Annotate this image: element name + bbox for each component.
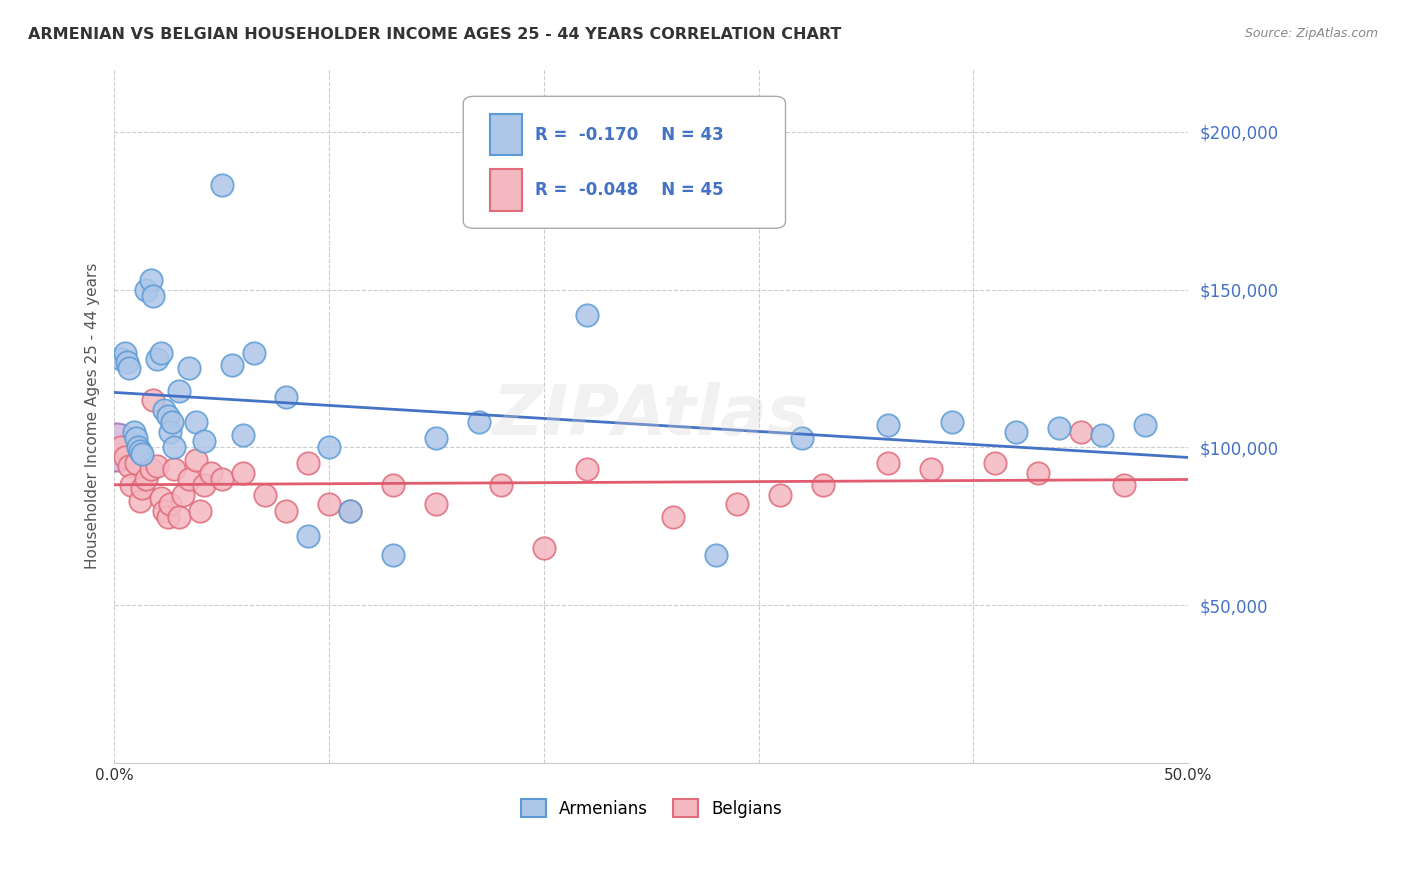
Armenians xyxy=(575,308,598,322)
Armenians xyxy=(1091,427,1114,442)
Text: R =  -0.170    N = 43: R = -0.170 N = 43 xyxy=(536,126,724,144)
Armenians xyxy=(876,418,898,433)
Belgians xyxy=(533,541,555,556)
Belgians xyxy=(188,503,211,517)
Belgians xyxy=(725,497,748,511)
Armenians xyxy=(167,384,190,398)
Armenians xyxy=(382,548,405,562)
Armenians xyxy=(152,402,174,417)
Armenians xyxy=(232,427,254,442)
FancyBboxPatch shape xyxy=(463,96,786,228)
Armenians xyxy=(160,415,183,429)
Belgians xyxy=(146,459,169,474)
Armenians xyxy=(163,441,186,455)
Armenians xyxy=(146,351,169,366)
FancyBboxPatch shape xyxy=(491,113,523,155)
Armenians xyxy=(1135,418,1157,433)
Belgians xyxy=(318,497,340,511)
Belgians xyxy=(769,488,792,502)
Armenians xyxy=(221,359,243,373)
Belgians xyxy=(1112,478,1135,492)
Armenians xyxy=(941,415,963,429)
Belgians xyxy=(984,456,1007,470)
Belgians xyxy=(124,456,146,470)
Belgians xyxy=(274,503,297,517)
Belgians xyxy=(876,456,898,470)
Armenians xyxy=(115,355,138,369)
Armenians xyxy=(1005,425,1028,439)
Belgians xyxy=(150,491,173,505)
Armenians xyxy=(243,345,266,359)
Armenians xyxy=(704,548,727,562)
Belgians xyxy=(131,482,153,496)
Belgians xyxy=(163,462,186,476)
Y-axis label: Householder Income Ages 25 - 44 years: Householder Income Ages 25 - 44 years xyxy=(86,262,100,569)
Belgians xyxy=(811,478,834,492)
Armenians xyxy=(339,503,361,517)
Belgians xyxy=(156,509,179,524)
Belgians xyxy=(211,472,233,486)
Armenians xyxy=(139,273,162,287)
Belgians xyxy=(114,450,136,464)
Armenians xyxy=(129,443,152,458)
Armenians xyxy=(114,345,136,359)
Belgians xyxy=(159,497,181,511)
Armenians xyxy=(274,390,297,404)
Armenians xyxy=(122,425,145,439)
Armenians xyxy=(110,351,132,366)
Armenians xyxy=(131,447,153,461)
Belgians xyxy=(139,462,162,476)
Belgians xyxy=(339,503,361,517)
Armenians xyxy=(184,415,207,429)
Armenians xyxy=(135,283,157,297)
Belgians xyxy=(184,453,207,467)
Legend: Armenians, Belgians: Armenians, Belgians xyxy=(513,793,789,824)
Belgians xyxy=(253,488,276,502)
Text: Source: ZipAtlas.com: Source: ZipAtlas.com xyxy=(1244,27,1378,40)
Armenians xyxy=(142,289,165,303)
Belgians xyxy=(120,478,142,492)
Belgians xyxy=(1070,425,1092,439)
Belgians xyxy=(172,488,194,502)
Belgians xyxy=(920,462,942,476)
Belgians xyxy=(489,478,512,492)
Armenians xyxy=(468,415,491,429)
Belgians xyxy=(135,472,157,486)
Armenians xyxy=(118,361,141,376)
Text: ZIPAtlas: ZIPAtlas xyxy=(494,383,810,450)
Armenians xyxy=(127,441,149,455)
Belgians xyxy=(297,456,319,470)
Armenians xyxy=(790,431,813,445)
FancyBboxPatch shape xyxy=(491,169,523,211)
Text: ARMENIAN VS BELGIAN HOUSEHOLDER INCOME AGES 25 - 44 YEARS CORRELATION CHART: ARMENIAN VS BELGIAN HOUSEHOLDER INCOME A… xyxy=(28,27,842,42)
Armenians xyxy=(150,345,173,359)
Belgians xyxy=(110,441,132,455)
Armenians xyxy=(179,361,201,376)
Belgians xyxy=(179,472,201,486)
Belgians xyxy=(129,494,152,508)
Belgians xyxy=(1026,466,1049,480)
Belgians xyxy=(142,392,165,407)
Armenians xyxy=(211,178,233,193)
Belgians xyxy=(152,503,174,517)
Armenians xyxy=(425,431,447,445)
Belgians xyxy=(193,478,215,492)
Armenians xyxy=(159,425,181,439)
Text: R =  -0.048    N = 45: R = -0.048 N = 45 xyxy=(536,181,724,199)
Belgians xyxy=(575,462,598,476)
Belgians xyxy=(661,509,683,524)
Belgians xyxy=(118,459,141,474)
Armenians xyxy=(1047,421,1070,435)
Belgians xyxy=(200,466,222,480)
Armenians xyxy=(318,441,340,455)
Armenians xyxy=(297,529,319,543)
Point xyxy=(105,441,128,455)
Armenians xyxy=(193,434,215,448)
Belgians xyxy=(167,509,190,524)
Belgians xyxy=(382,478,405,492)
Armenians xyxy=(124,431,146,445)
Belgians xyxy=(425,497,447,511)
Armenians xyxy=(156,409,179,423)
Belgians xyxy=(232,466,254,480)
